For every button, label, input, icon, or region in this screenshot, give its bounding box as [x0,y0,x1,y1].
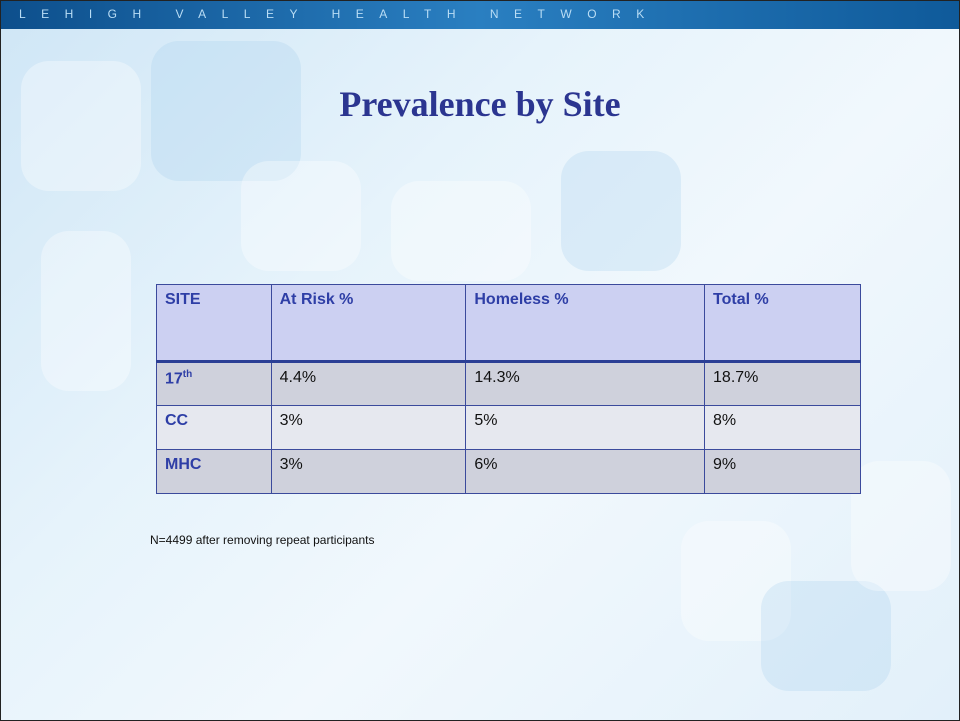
table-body: 17th 4.4% 14.3% 18.7% CC 3% 5% 8% MHC 3% 6% 9% [156,361,861,494]
decoration [151,41,301,181]
slide-title: Prevalence by Site [339,84,621,124]
cell: 4.4% [270,361,467,406]
table-row: 17th 4.4% 14.3% 18.7% [156,361,861,406]
cell: 8% [704,405,861,450]
column-header: Total % [704,284,861,363]
header-row: SITE At Risk % Homeless % Total % [156,284,861,363]
decoration [761,581,891,691]
cell: 14.3% [465,361,706,406]
footnote: N=4499 after removing repeat participant… [150,533,375,547]
column-header: At Risk % [270,284,467,363]
cell: 5% [465,405,706,450]
column-header: SITE [156,284,272,363]
decoration [561,151,681,271]
table-row: CC 3% 5% 8% [156,405,861,450]
decoration [391,181,531,281]
decoration [681,521,791,641]
decoration [241,161,361,271]
column-header: Homeless % [465,284,706,363]
decoration [41,231,131,391]
table: SITE At Risk % Homeless % Total % 17th 4.4% 1… [156,284,861,494]
table-row: MHC 3% 6% 9% [156,449,861,494]
header-band: LEHIGH VALLEY HEALTH NETWORK [1,1,959,29]
decoration [851,461,951,591]
cell: 9% [704,449,861,494]
cell: CC [156,405,272,450]
cell: 3% [270,405,467,450]
cell: MHC [156,449,272,494]
cell: 6% [465,449,706,494]
brand: LEHIGH VALLEY HEALTH NETWORK [19,7,660,21]
cell: 17th [156,361,272,406]
cell: 18.7% [704,361,861,406]
superscript: th [182,369,193,380]
cell: 3% [270,449,467,494]
decoration [21,61,141,191]
cell-text: 17 [165,370,183,388]
